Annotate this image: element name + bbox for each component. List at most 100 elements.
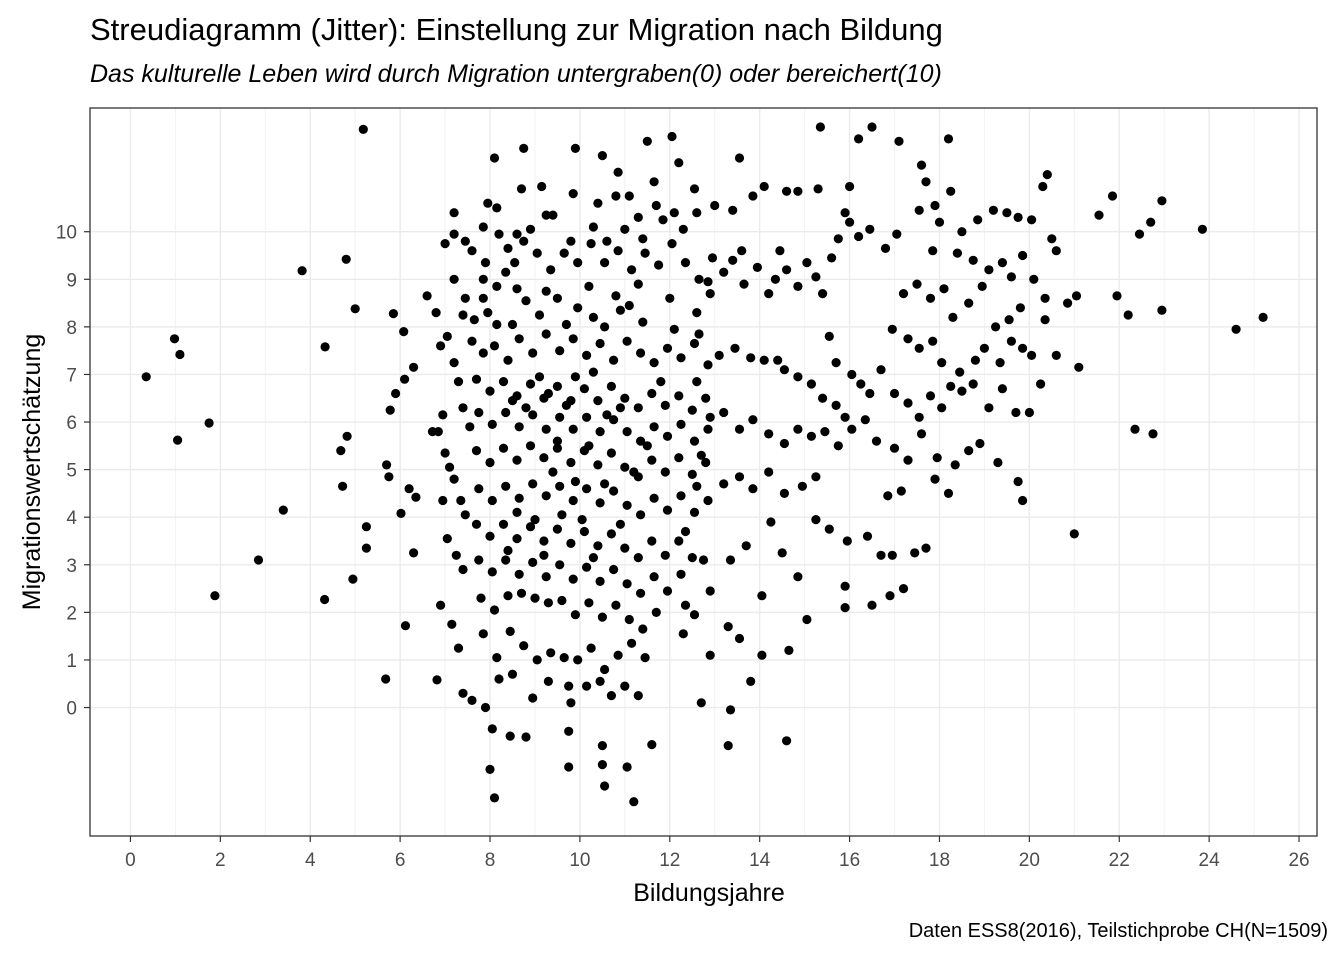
data-point <box>997 384 1008 394</box>
data-point <box>611 600 621 610</box>
data-point <box>629 467 639 477</box>
data-point <box>802 258 812 268</box>
data-point <box>674 536 684 546</box>
y-tick-label: 5 <box>66 461 77 482</box>
data-point <box>782 186 792 196</box>
data-point <box>856 379 866 389</box>
data-point <box>505 731 515 741</box>
data-point <box>498 443 509 453</box>
data-point <box>541 286 551 296</box>
data-point <box>840 208 850 218</box>
data-point <box>667 131 677 142</box>
data-point <box>921 543 931 553</box>
data-point <box>555 560 565 570</box>
data-point <box>678 224 688 234</box>
data-point <box>1197 224 1207 234</box>
data-point <box>297 266 307 276</box>
data-point <box>824 524 834 534</box>
data-point <box>1027 215 1037 225</box>
data-point <box>478 629 488 639</box>
x-tick-label: 14 <box>749 850 771 871</box>
data-point <box>757 591 767 601</box>
data-point <box>492 653 502 663</box>
data-point <box>552 381 563 391</box>
data-point <box>478 348 488 358</box>
data-point <box>696 698 706 708</box>
data-point <box>432 675 442 685</box>
data-point <box>880 243 891 253</box>
data-point <box>889 388 900 399</box>
data-point <box>854 231 864 242</box>
data-point <box>595 338 605 349</box>
data-point <box>806 431 817 441</box>
data-point <box>548 210 558 220</box>
data-point <box>867 122 877 132</box>
data-point <box>860 415 870 425</box>
data-point <box>588 312 599 322</box>
data-point <box>552 443 563 453</box>
data-point <box>555 481 565 491</box>
data-point <box>577 515 587 525</box>
data-point <box>916 160 927 170</box>
data-point <box>862 531 873 541</box>
data-point <box>501 555 511 565</box>
data-point <box>449 274 459 284</box>
data-point <box>597 760 608 770</box>
data-point <box>573 655 583 665</box>
data-point <box>638 624 648 634</box>
data-point <box>478 222 488 232</box>
data-point <box>759 181 769 192</box>
data-point <box>1258 312 1268 322</box>
data-point <box>748 191 758 201</box>
data-point <box>734 633 745 644</box>
data-point <box>514 569 524 579</box>
data-point <box>399 327 409 337</box>
x-tick-label: 20 <box>1019 850 1040 871</box>
data-point <box>521 732 531 742</box>
data-point <box>649 493 659 503</box>
data-point <box>1231 324 1241 334</box>
data-point <box>525 522 536 532</box>
data-point <box>647 536 657 546</box>
data-point <box>338 481 348 491</box>
data-point <box>759 355 769 365</box>
data-point <box>503 355 513 365</box>
data-point <box>595 676 605 687</box>
data-point <box>611 191 621 201</box>
data-point <box>633 212 643 222</box>
data-point <box>507 396 518 406</box>
data-point <box>582 562 592 572</box>
data-point <box>730 343 740 353</box>
data-point <box>620 543 630 553</box>
data-point <box>539 536 549 546</box>
data-point <box>341 254 351 264</box>
data-point <box>638 234 648 244</box>
data-point <box>678 629 688 639</box>
data-point <box>876 550 886 560</box>
data-point <box>564 726 574 736</box>
data-point <box>894 136 904 146</box>
data-point <box>662 586 673 596</box>
data-point <box>647 740 657 750</box>
data-point <box>845 181 855 192</box>
data-point <box>703 495 713 506</box>
data-point <box>541 572 551 582</box>
data-point <box>1148 429 1158 439</box>
data-point <box>474 484 484 494</box>
data-point <box>492 203 502 213</box>
data-point <box>593 460 603 470</box>
data-point <box>478 293 488 303</box>
data-point <box>525 441 536 451</box>
data-point <box>903 398 913 408</box>
data-point <box>573 303 583 313</box>
data-point <box>649 177 659 187</box>
data-point <box>609 486 619 496</box>
data-point <box>391 388 401 399</box>
data-point <box>669 324 679 334</box>
data-point <box>1004 315 1014 325</box>
data-point <box>636 510 646 520</box>
data-point <box>528 557 538 568</box>
data-point <box>725 705 736 715</box>
data-point <box>964 298 974 308</box>
data-point <box>597 741 608 751</box>
